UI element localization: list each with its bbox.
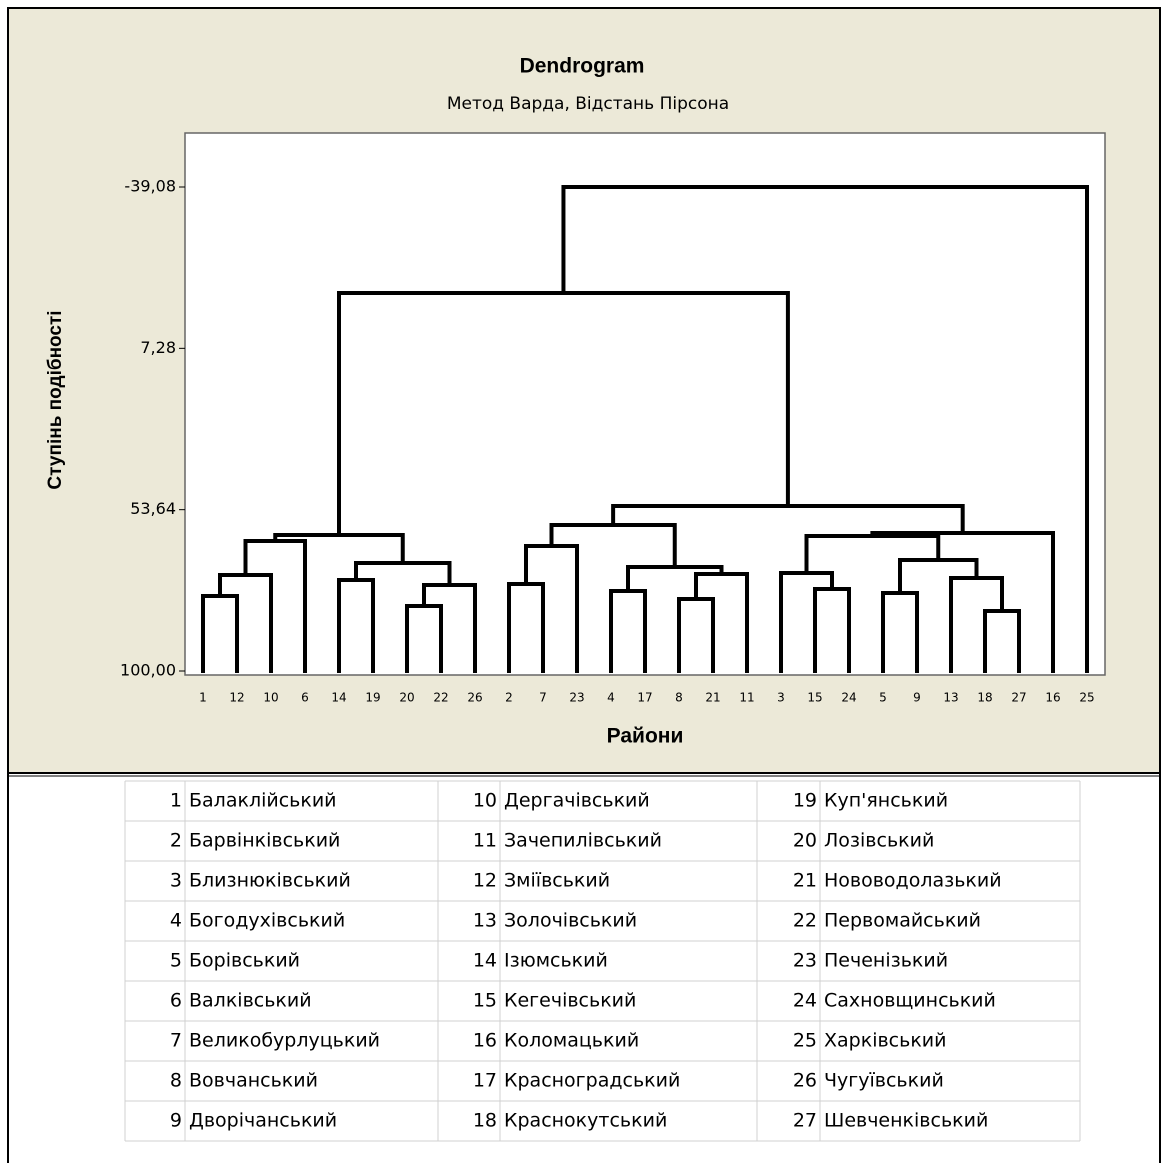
row-number: 22 (793, 910, 817, 932)
row-number: 10 (473, 790, 497, 812)
x-tick-label: 2 (505, 691, 513, 705)
x-tick-label: 15 (807, 691, 822, 705)
row-number: 15 (473, 990, 497, 1012)
x-tick-label: 19 (365, 691, 380, 705)
district-name: Сахновщинський (824, 990, 996, 1012)
x-tick-label: 1 (199, 691, 207, 705)
x-tick-label: 6 (301, 691, 309, 705)
x-tick-label: 18 (977, 691, 992, 705)
x-tick-label: 25 (1079, 691, 1094, 705)
district-name: Дворічанський (189, 1110, 337, 1132)
row-number: 9 (170, 1110, 182, 1132)
x-tick-label: 17 (637, 691, 652, 705)
row-number: 13 (473, 910, 497, 932)
district-name: Кегечівський (504, 990, 636, 1012)
district-name: Золочівський (504, 910, 637, 932)
row-number: 24 (793, 990, 817, 1012)
row-number: 12 (473, 870, 497, 892)
row-number: 11 (473, 830, 497, 852)
x-tick-label: 9 (913, 691, 921, 705)
row-number: 20 (793, 830, 817, 852)
x-tick-label: 3 (777, 691, 785, 705)
district-name: Вовчанський (189, 1070, 318, 1092)
row-number: 14 (473, 950, 497, 972)
x-tick-label: 16 (1045, 691, 1060, 705)
x-tick-label: 21 (705, 691, 720, 705)
chart-title: Dendrogram (520, 55, 645, 78)
district-name: Шевченківський (824, 1110, 988, 1132)
district-name: Харківський (824, 1030, 947, 1052)
link (561, 185, 1089, 673)
chart-subtitle: Метод Варда, Відстань Пірсона (447, 94, 729, 114)
x-tick-label: 10 (263, 691, 278, 705)
x-tick-label: 23 (569, 691, 584, 705)
x-tick-label: 5 (879, 691, 887, 705)
row-number: 23 (793, 950, 817, 972)
district-name: Коломацький (504, 1030, 639, 1052)
district-name: Близнюківський (189, 870, 351, 892)
row-number: 27 (793, 1110, 817, 1132)
x-tick-label: 7 (539, 691, 547, 705)
x-tick-label: 27 (1011, 691, 1026, 705)
legend-table: 1 Балаклійський 10 Дергачівський 19 Куп'янськ… (124, 780, 1081, 1142)
row-number: 1 (170, 790, 182, 812)
district-name: Куп'янський (824, 790, 948, 812)
x-tick-label: 24 (841, 691, 856, 705)
row-number: 26 (793, 1070, 817, 1092)
x-tick-label: 26 (467, 691, 482, 705)
row-number: 21 (793, 870, 817, 892)
y-tick-label: -39,08 (124, 177, 176, 196)
x-tick-label: 22 (433, 691, 448, 705)
x-tick-label: 20 (399, 691, 414, 705)
row-number: 5 (170, 950, 182, 972)
row-number: 8 (170, 1070, 182, 1092)
x-tick-label: 14 (331, 691, 346, 705)
district-name: Нововодолазький (824, 870, 1002, 892)
x-tick-label: 8 (675, 691, 683, 705)
district-name: Балаклійський (189, 790, 337, 812)
x-tick-label: 13 (943, 691, 958, 705)
row-number: 17 (473, 1070, 497, 1092)
y-tick-label: 100,00 (120, 661, 176, 680)
district-name: Первомайський (824, 910, 981, 932)
district-name: Зачепилівський (504, 830, 662, 852)
district-name: Чугуївський (824, 1070, 944, 1092)
district-name: Красноградський (504, 1070, 680, 1092)
x-tick-label: 12 (229, 691, 244, 705)
row-number: 7 (170, 1030, 182, 1052)
row-number: 25 (793, 1030, 817, 1052)
row-number: 16 (473, 1030, 497, 1052)
x-tick-label: 4 (607, 691, 615, 705)
row-number: 4 (170, 910, 182, 932)
district-name: Краснокутський (504, 1110, 667, 1132)
row-number: 18 (473, 1110, 497, 1132)
district-name: Богодухівський (189, 910, 345, 932)
district-name: Великобурлуцький (189, 1030, 380, 1052)
y-axis-label: Ступінь подібності (45, 310, 66, 489)
row-number: 3 (170, 870, 182, 892)
district-name: Лозівський (824, 830, 934, 852)
y-tick-label: 7,28 (140, 338, 176, 357)
x-tick-label: 11 (739, 691, 754, 705)
district-name: Борівський (189, 950, 300, 972)
district-name: Ізюмський (504, 950, 608, 972)
y-tick-label: 53,64 (130, 499, 176, 518)
district-name: Печенізький (824, 950, 948, 972)
row-number: 19 (793, 790, 817, 812)
district-name: Валківський (189, 990, 312, 1012)
row-number: 2 (170, 830, 182, 852)
x-axis-label: Райони (607, 725, 684, 748)
row-number: 6 (170, 990, 182, 1012)
district-name: Барвінківський (189, 830, 340, 852)
district-name: Зміївський (504, 870, 610, 892)
district-name: Дергачівський (504, 790, 650, 812)
